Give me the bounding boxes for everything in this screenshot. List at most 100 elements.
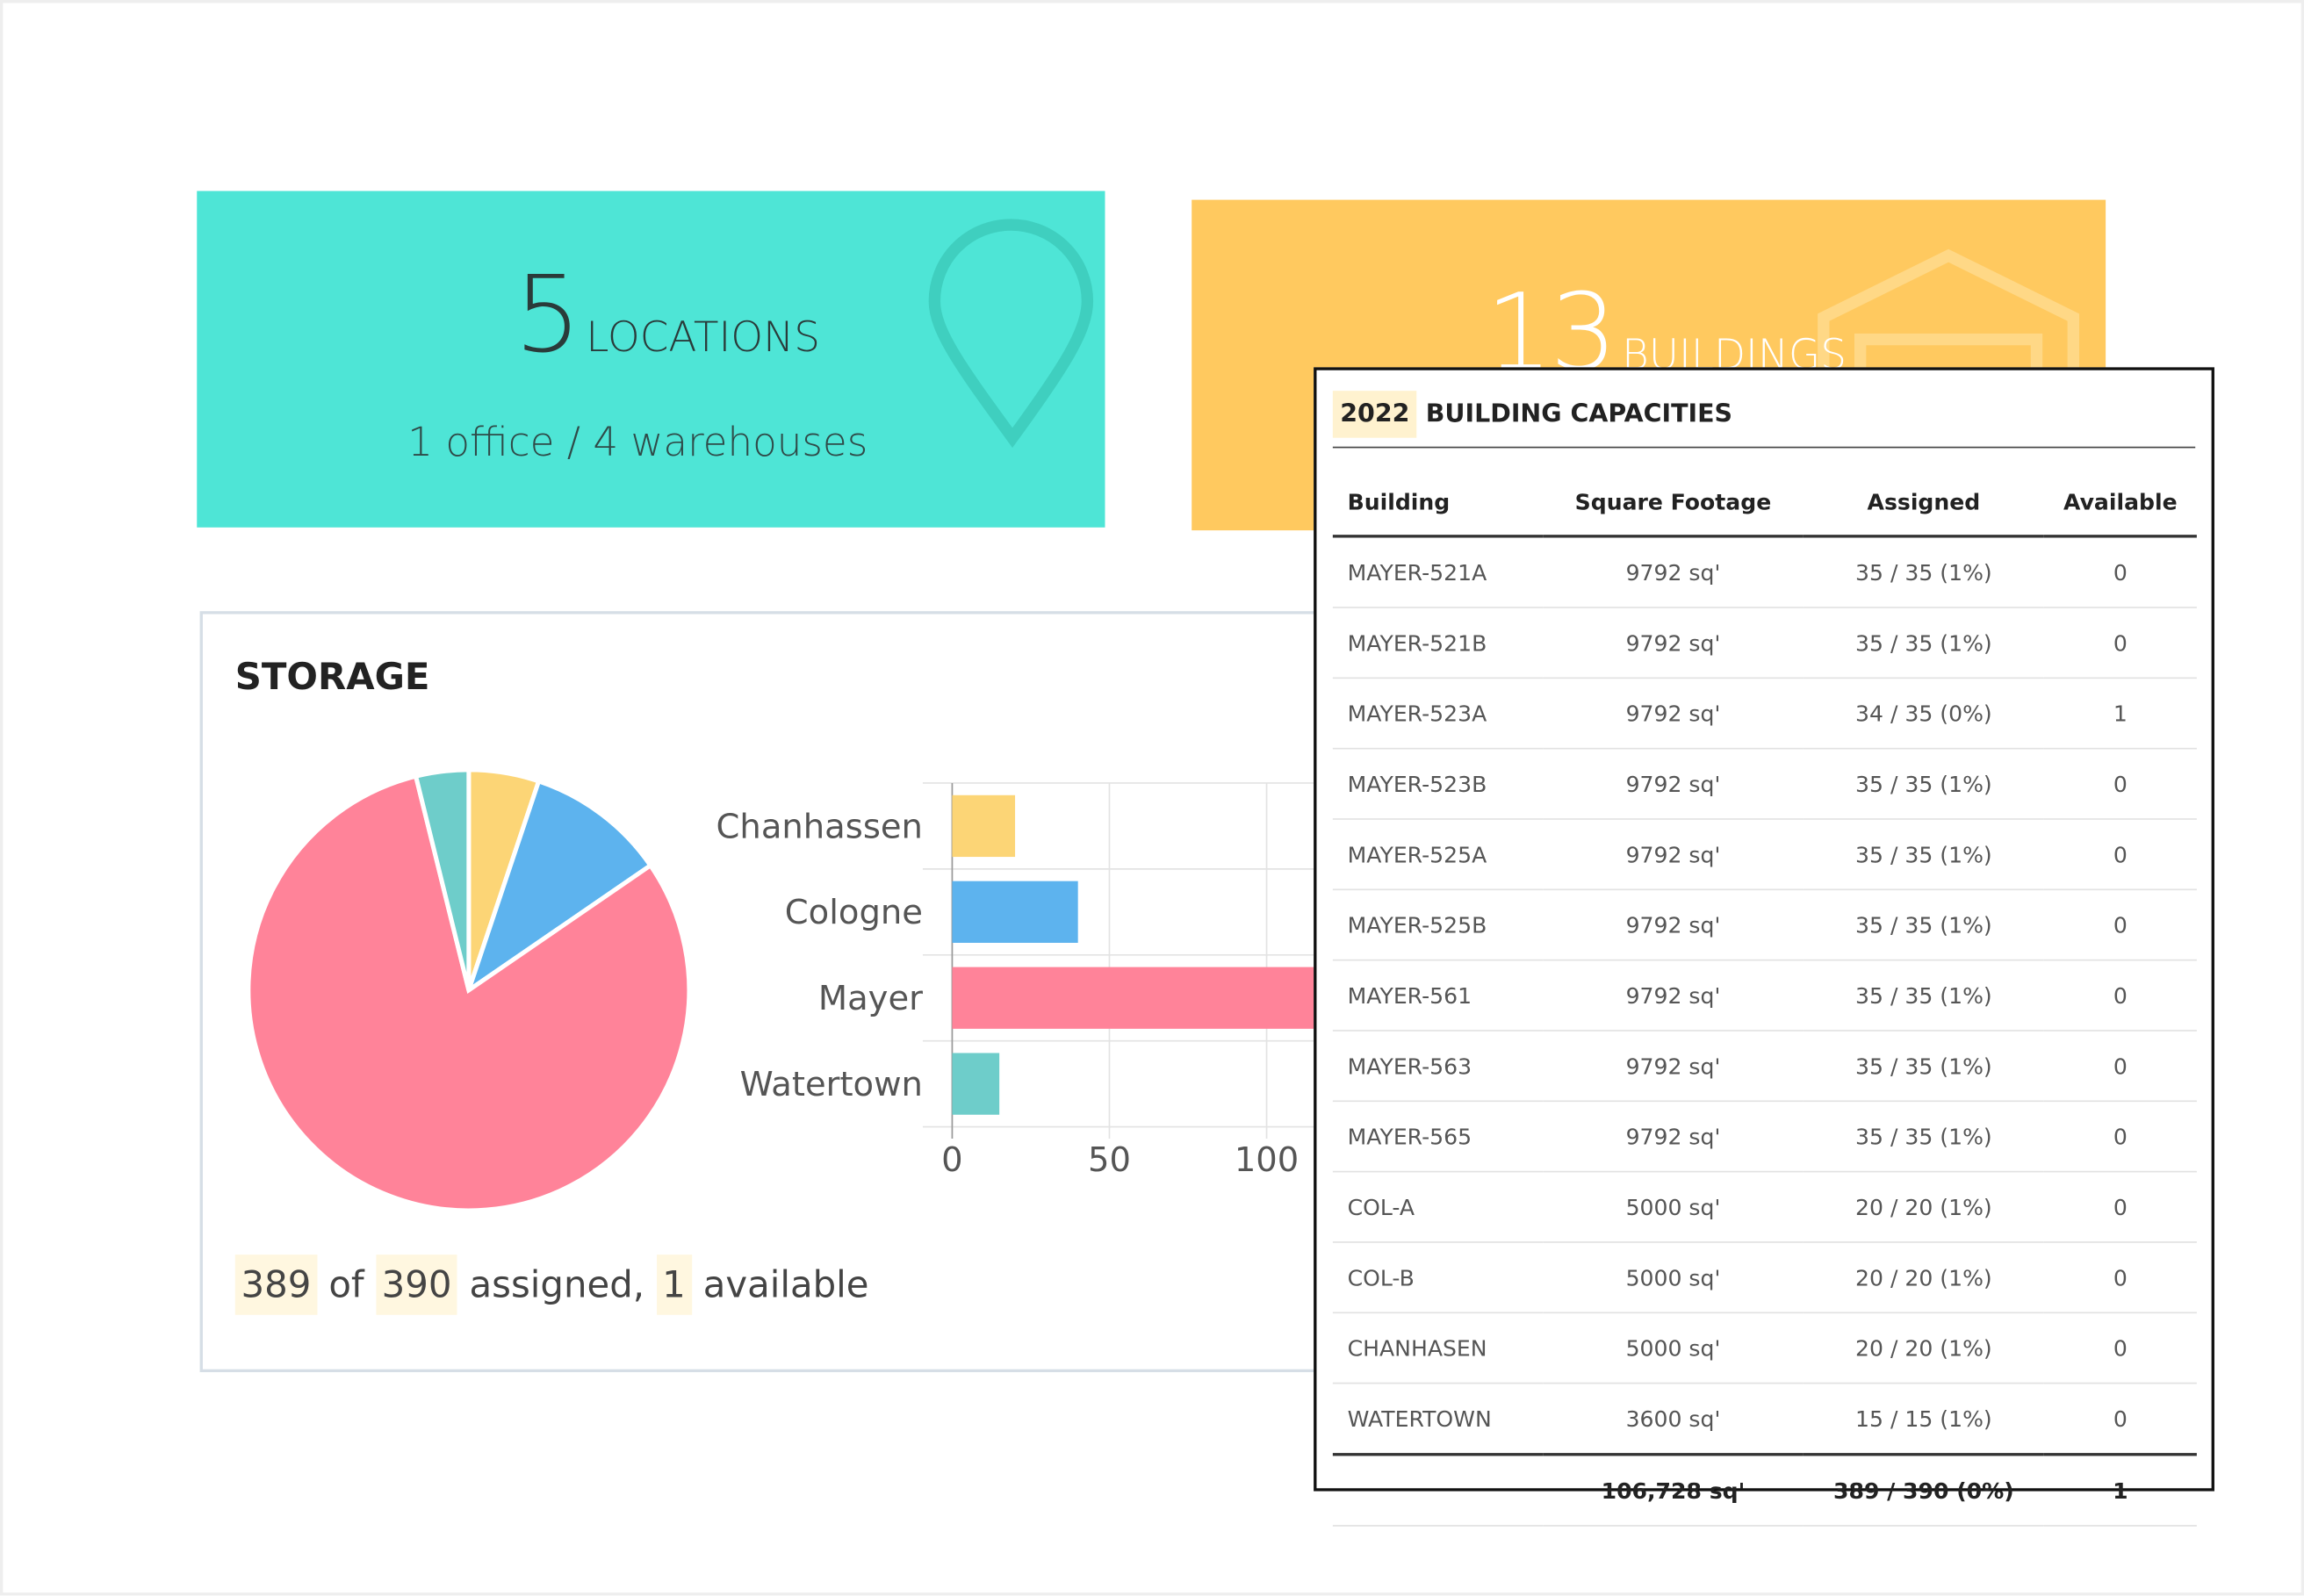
table-cell: 35 / 35 (1%) [1804, 889, 2044, 961]
table-cell: 5000 sq' [1542, 1171, 1804, 1243]
summary-text: assigned, [469, 1263, 645, 1306]
capacity-table: Building Square Footage Assigned Available … [1332, 470, 2197, 1527]
table-cell: 9792 sq' [1542, 748, 1804, 820]
x-tick-label: 100 [1235, 1140, 1299, 1180]
table-cell: MAYER-523A [1332, 678, 1543, 750]
header-row: Building Square Footage Assigned Available [1332, 470, 2197, 538]
table-cell: 9792 sq' [1542, 889, 1804, 961]
table-cell: 20 / 20 (1%) [1804, 1171, 2044, 1243]
table-body: MAYER-521A 9792 sq' 35 / 35 (1%) 0 MAYER-521… [1332, 536, 2197, 1527]
table-cell: 35 / 35 (1%) [1804, 748, 2044, 820]
table-cell: MAYER-563 [1332, 1030, 1543, 1103]
table-cell: 20 / 20 (1%) [1804, 1312, 2044, 1384]
total-row: 106,728 sq' 389 / 390 (0%) 1 [1332, 1453, 2197, 1527]
table-cell: 9792 sq' [1542, 818, 1804, 891]
column-header: Building [1332, 470, 1543, 538]
table-cell: 0 [2043, 889, 2197, 961]
panel-title: STORAGE [234, 655, 430, 698]
column-header: Available [2043, 470, 2197, 538]
table-cell: 35 / 35 (1%) [1804, 1030, 2044, 1103]
total-count: 390 [375, 1255, 458, 1315]
table-cell: 0 [2043, 1312, 2197, 1384]
table-cell: MAYER-521A [1332, 536, 1543, 608]
table-cell: MAYER-523B [1332, 748, 1543, 820]
table-cell: 0 [2043, 960, 2197, 1032]
table-cell: 9792 sq' [1542, 960, 1804, 1032]
table-cell: MAYER-525A [1332, 818, 1543, 891]
table-cell [1332, 1453, 1543, 1527]
table-cell: 0 [2043, 748, 2197, 820]
table-cell: MAYER-565 [1332, 1101, 1543, 1173]
table-cell: 9792 sq' [1542, 678, 1804, 750]
column-header: Square Footage [1542, 470, 1804, 538]
column-header: Assigned [1804, 470, 2044, 538]
card-detail: 1 office / 4 warehouses [407, 420, 868, 466]
table-cell: 3600 sq' [1542, 1383, 1804, 1456]
table-row: COL-B 5000 sq' 20 / 20 (1%) 0 [1332, 1241, 2197, 1314]
table-cell: COL-A [1332, 1171, 1543, 1243]
bar [952, 794, 1016, 858]
table-cell: 0 [2043, 536, 2197, 608]
table-row: MAYER-521B 9792 sq' 35 / 35 (1%) 0 [1332, 607, 2197, 679]
total-cell: 1 [2043, 1453, 2197, 1527]
table-row: MAYER-563 9792 sq' 35 / 35 (1%) 0 [1332, 1030, 2197, 1103]
table-row: CHANHASEN 5000 sq' 20 / 20 (1%) 0 [1332, 1312, 2197, 1384]
bar [952, 1053, 1000, 1115]
x-tick-label: 0 [941, 1140, 963, 1180]
table-cell: 5000 sq' [1542, 1312, 1804, 1384]
table-row: MAYER-521A 9792 sq' 35 / 35 (1%) 0 [1332, 536, 2197, 608]
table-row: MAYER-525A 9792 sq' 35 / 35 (1%) 0 [1332, 818, 2197, 891]
x-tick-label: 50 [1088, 1140, 1131, 1180]
locations-card[interactable]: 5 LOCATIONS 1 office / 4 warehouses [197, 191, 1105, 528]
pin-icon [928, 219, 1094, 449]
table-cell: 34 / 35 (0%) [1804, 678, 2044, 750]
total-cell: 389 / 390 (0%) [1804, 1453, 2044, 1527]
table-cell: 35 / 35 (1%) [1804, 536, 2044, 608]
table-cell: 1 [2043, 678, 2197, 750]
table-cell: 15 / 15 (1%) [1804, 1383, 2044, 1456]
available-count: 1 [656, 1255, 692, 1315]
summary-text: available [702, 1263, 869, 1306]
table-cell: 35 / 35 (1%) [1804, 1101, 2044, 1173]
y-tick-label: Watertown [740, 1065, 923, 1104]
card-label: LOCATIONS [586, 313, 820, 362]
card-number: 5 [514, 252, 582, 377]
pie-slice [246, 773, 692, 1213]
table-header: 2022 BUILDING CAPACITIES [1332, 385, 2196, 449]
pie-slice [413, 767, 472, 991]
table-cell: 20 / 20 (1%) [1804, 1241, 2044, 1314]
table-year: 2022 [1332, 391, 1417, 438]
total-cell: 106,728 sq' [1542, 1453, 1804, 1527]
table-cell: WATERTOWN [1332, 1383, 1543, 1456]
table-cell: 0 [2043, 1241, 2197, 1314]
table-row: MAYER-525B 9792 sq' 35 / 35 (1%) 0 [1332, 889, 2197, 961]
table-cell: 0 [2043, 1101, 2197, 1173]
table-row: COL-A 5000 sq' 20 / 20 (1%) 0 [1332, 1171, 2197, 1243]
table-cell: 9792 sq' [1542, 1030, 1804, 1103]
table-cell: COL-B [1332, 1241, 1543, 1314]
y-tick-label: Mayer [818, 979, 923, 1018]
table-cell: 35 / 35 (1%) [1804, 960, 2044, 1032]
table-cell: 35 / 35 (1%) [1804, 818, 2044, 891]
table-row: MAYER-523B 9792 sq' 35 / 35 (1%) 0 [1332, 748, 2197, 820]
table-cell: 9792 sq' [1542, 536, 1804, 608]
table-cell: 0 [2043, 1171, 2197, 1243]
table-cell: CHANHASEN [1332, 1312, 1543, 1384]
table-row: WATERTOWN 3600 sq' 15 / 15 (1%) 0 [1332, 1383, 2197, 1456]
table-cell: 9792 sq' [1542, 1101, 1804, 1173]
table-cell: MAYER-521B [1332, 607, 1543, 679]
table-cell: MAYER-561 [1332, 960, 1543, 1032]
table-cell: 0 [2043, 1030, 2197, 1103]
pie-slice [464, 778, 654, 996]
storage-summary: 389 of 390 assigned, 1 available [234, 1255, 869, 1315]
y-tick-label: Chanhassen [716, 807, 923, 846]
table-cell: 9792 sq' [1542, 607, 1804, 679]
assigned-count: 389 [234, 1255, 318, 1315]
table-cell: 0 [2043, 1383, 2197, 1456]
capacity-table-panel: 2022 BUILDING CAPACITIES Building Square … [1314, 367, 2214, 1527]
table-cell: 5000 sq' [1542, 1241, 1804, 1314]
table-cell: MAYER-525B [1332, 889, 1543, 961]
table-cell: 0 [2043, 818, 2197, 891]
